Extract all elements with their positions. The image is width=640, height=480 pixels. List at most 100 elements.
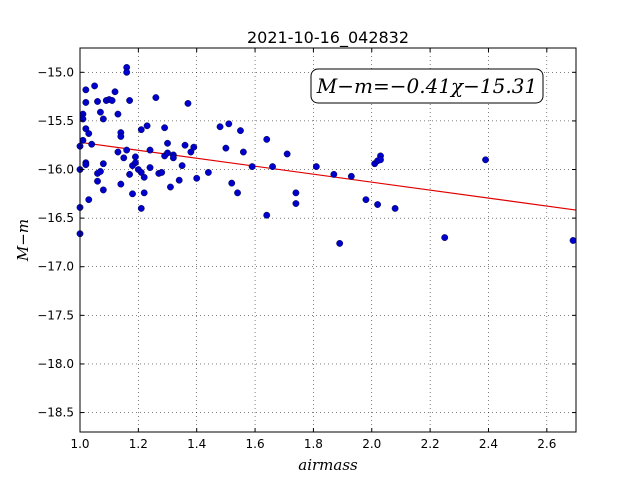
data-point	[97, 168, 104, 175]
data-points	[76, 64, 577, 247]
data-point	[175, 176, 183, 184]
data-point	[82, 99, 90, 106]
annotation-box	[310, 68, 544, 104]
data-point	[137, 205, 145, 212]
data-point	[216, 123, 224, 131]
data-point	[143, 122, 151, 130]
data-point	[126, 170, 134, 178]
data-point	[108, 97, 116, 104]
y-tick-label: −16.5	[37, 211, 74, 225]
data-point	[283, 150, 291, 158]
y-tick-label: −17.5	[37, 308, 74, 322]
data-point	[97, 108, 104, 116]
data-point	[169, 154, 177, 162]
data-point	[82, 161, 90, 169]
data-point	[164, 149, 171, 157]
data-point	[137, 126, 145, 134]
data-point	[99, 115, 107, 123]
data-point	[228, 179, 236, 187]
data-point	[222, 144, 230, 152]
data-point	[312, 163, 320, 171]
x-tick-label: 2.6	[537, 437, 556, 451]
data-point	[126, 97, 134, 104]
plot-frame	[79, 47, 577, 433]
data-point	[120, 154, 128, 162]
data-point	[158, 169, 166, 176]
x-tick-label: 1.2	[129, 437, 148, 451]
data-point	[292, 200, 300, 207]
data-point	[85, 196, 93, 204]
data-point	[239, 148, 247, 156]
data-point	[94, 177, 101, 185]
data-point	[88, 140, 96, 148]
y-tick-label: −15.0	[37, 65, 74, 79]
data-point	[330, 170, 338, 178]
data-point	[85, 130, 93, 137]
data-point	[132, 153, 139, 161]
data-point	[123, 146, 131, 154]
y-tick-label: −16.0	[37, 163, 74, 177]
data-point	[167, 183, 174, 191]
data-point	[190, 143, 198, 151]
data-point	[377, 156, 384, 164]
data-point	[79, 136, 87, 144]
x-tick-label: 1.4	[187, 437, 206, 451]
grid-lines	[79, 48, 576, 432]
x-tick-label: 1.6	[246, 437, 265, 451]
data-point	[99, 160, 107, 168]
data-point	[225, 120, 233, 128]
data-point	[140, 173, 148, 181]
data-point	[374, 201, 381, 208]
y-axis-label: M−m	[14, 219, 32, 262]
y-tick-label: −15.5	[37, 114, 74, 128]
data-point	[114, 110, 122, 118]
data-point	[146, 164, 154, 171]
data-point	[263, 211, 271, 219]
data-point	[184, 100, 192, 107]
data-point	[114, 148, 122, 156]
data-point	[82, 86, 90, 94]
x-tick-label: 2.2	[421, 437, 440, 451]
data-point	[164, 139, 171, 147]
data-point	[117, 180, 125, 188]
data-point	[91, 82, 98, 90]
data-point	[269, 163, 276, 171]
data-point	[248, 163, 256, 171]
y-tick-label: −17.0	[37, 260, 74, 274]
data-point	[234, 189, 241, 197]
fit-equation-annotation: M−m=−0.41χ−15.31	[310, 68, 544, 104]
chart-title: 2021-10-16_042832	[247, 28, 409, 48]
data-point	[391, 205, 399, 212]
data-point	[441, 234, 449, 241]
data-point	[569, 237, 577, 244]
data-point	[161, 124, 169, 132]
data-point	[237, 127, 244, 135]
x-tick-label: 1.8	[304, 437, 323, 451]
annotation-text: M−m=−0.41χ−15.31	[316, 74, 537, 98]
data-point	[129, 190, 136, 198]
data-point	[132, 159, 139, 167]
data-point	[178, 162, 186, 170]
data-point	[181, 141, 189, 149]
data-point	[140, 189, 148, 197]
data-point	[99, 186, 107, 194]
data-point	[117, 133, 125, 140]
x-tick-label: 2.0	[362, 437, 381, 451]
y-tick-label: −18.5	[37, 406, 74, 420]
axis-ticks: 1.0 1.2 1.4 1.6 1.8 2.0 2.2 2.4 2.6 −15.0 −15.5 −16…	[37, 48, 576, 451]
data-point	[336, 240, 344, 247]
x-axis-label: airmass	[298, 456, 358, 474]
data-point	[123, 68, 131, 76]
data-point	[152, 94, 160, 101]
data-point	[292, 189, 300, 197]
y-tick-label: −18.0	[37, 357, 74, 371]
data-point	[94, 98, 101, 105]
x-tick-label: 1.0	[70, 437, 89, 451]
data-point	[111, 88, 119, 96]
data-point	[482, 156, 489, 164]
data-point	[193, 174, 201, 182]
data-point	[362, 196, 370, 204]
data-point	[146, 146, 154, 154]
data-point	[204, 169, 212, 176]
